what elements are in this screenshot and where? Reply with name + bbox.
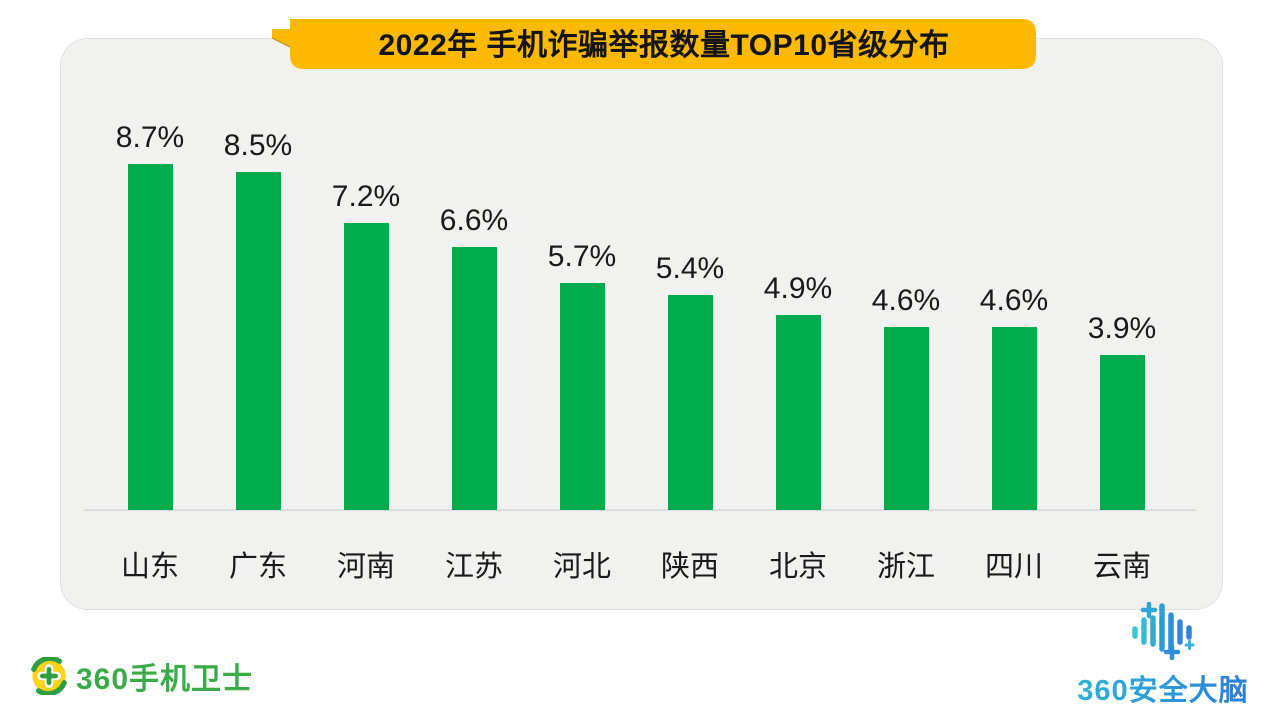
360-shield-ball-icon bbox=[31, 657, 67, 695]
right-logo-label: 360安全大脑 bbox=[1077, 667, 1248, 709]
right-brand-logo: 360安全大脑 bbox=[1068, 600, 1258, 709]
x-axis-label: 北京 bbox=[768, 551, 827, 583]
bar bbox=[1099, 355, 1145, 510]
title-ribbon bbox=[271, 19, 1036, 69]
soundwave-brain-icon bbox=[1132, 601, 1195, 661]
x-axis-label: 山东 bbox=[120, 551, 179, 583]
x-axis-label: 陕西 bbox=[660, 551, 719, 583]
bar bbox=[775, 315, 821, 510]
bar bbox=[343, 223, 389, 510]
bar-value-label: 7.2% bbox=[331, 180, 401, 213]
bar bbox=[667, 295, 713, 510]
bar-value-label: 5.7% bbox=[547, 240, 617, 273]
left-brand-logo: 360手机卫士 bbox=[30, 655, 253, 697]
bar bbox=[451, 247, 497, 510]
bar bbox=[559, 283, 605, 510]
ribbon-shape bbox=[272, 19, 1036, 69]
bar bbox=[883, 327, 929, 510]
x-axis-label: 河北 bbox=[552, 551, 611, 583]
page-title: 2022年 手机诈骗举报数量TOP10省级分布 bbox=[378, 29, 950, 62]
x-axis-label: 四川 bbox=[984, 551, 1043, 583]
bar bbox=[991, 327, 1037, 510]
bar-value-label: 4.6% bbox=[979, 284, 1049, 317]
bar bbox=[127, 164, 173, 510]
bar-value-label: 5.4% bbox=[655, 252, 725, 285]
x-axis-line bbox=[84, 509, 1196, 511]
x-axis-label: 河南 bbox=[336, 551, 395, 583]
ribbon-fold-edge bbox=[271, 37, 291, 48]
bar-value-label: 4.9% bbox=[763, 272, 833, 305]
bar bbox=[235, 172, 281, 510]
bar-value-label: 6.6% bbox=[439, 204, 509, 237]
x-axis-label: 浙江 bbox=[876, 551, 935, 583]
x-axis-label: 云南 bbox=[1092, 551, 1151, 583]
x-axis-label: 广东 bbox=[228, 551, 287, 583]
bar-value-label: 8.5% bbox=[223, 129, 293, 162]
bar-value-label: 3.9% bbox=[1087, 312, 1157, 345]
chart-card bbox=[60, 38, 1223, 610]
bar-value-label: 8.7% bbox=[115, 121, 185, 154]
bar-value-label: 4.6% bbox=[871, 284, 941, 317]
left-logo-label: 360手机卫士 bbox=[76, 663, 254, 696]
x-axis-label: 江苏 bbox=[444, 551, 503, 583]
